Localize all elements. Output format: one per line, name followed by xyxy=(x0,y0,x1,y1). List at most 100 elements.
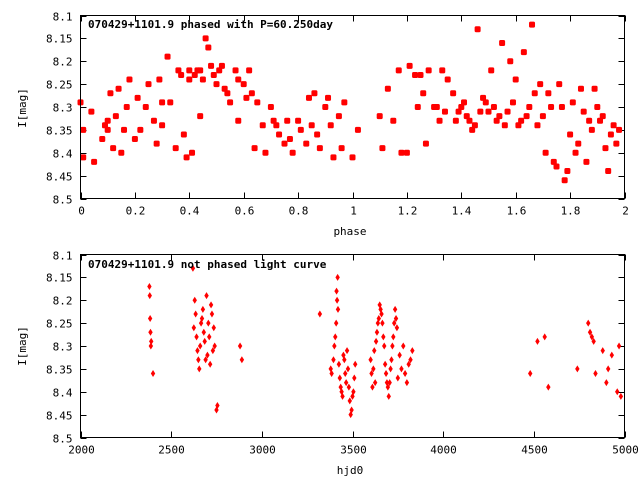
data-point xyxy=(607,131,614,138)
data-point xyxy=(480,94,487,101)
data-point xyxy=(384,85,391,92)
data-point xyxy=(209,310,215,318)
y-tick-label: 8.35 xyxy=(46,364,73,377)
data-point xyxy=(455,108,462,115)
data-point xyxy=(553,163,560,170)
data-point xyxy=(172,145,179,152)
data-point xyxy=(534,122,541,129)
data-point xyxy=(204,292,209,300)
data-point xyxy=(518,117,525,124)
y-axis-label: I[mag] xyxy=(16,88,29,128)
y-tick-label: 8.1 xyxy=(53,250,73,263)
plot-frame xyxy=(80,254,625,438)
data-point xyxy=(337,374,343,382)
x-tick-label: 3500 xyxy=(340,444,367,457)
data-point xyxy=(391,333,396,341)
data-point xyxy=(610,122,617,129)
data-point xyxy=(235,76,242,83)
data-point xyxy=(327,122,334,129)
data-point xyxy=(388,365,393,373)
data-point xyxy=(604,379,609,387)
data-point xyxy=(504,108,511,115)
data-point xyxy=(380,319,385,327)
x-tick-label: 2500 xyxy=(158,444,185,457)
x-tick-label: 4000 xyxy=(430,444,457,457)
data-point xyxy=(273,122,280,129)
data-point xyxy=(496,113,503,120)
data-point xyxy=(370,383,375,391)
data-point xyxy=(112,113,119,120)
data-point xyxy=(414,104,421,110)
data-point xyxy=(406,360,411,368)
data-point xyxy=(587,328,593,336)
data-point xyxy=(340,392,345,400)
data-point xyxy=(212,342,217,350)
data-point xyxy=(333,333,338,341)
data-point xyxy=(602,145,609,152)
data-point xyxy=(382,342,387,350)
data-point xyxy=(134,94,141,101)
data-point xyxy=(577,85,584,92)
data-point xyxy=(392,305,398,313)
data-point xyxy=(600,347,605,355)
data-point xyxy=(191,71,198,78)
data-point xyxy=(334,287,339,295)
data-point xyxy=(148,342,154,350)
data-point xyxy=(580,108,587,115)
data-point xyxy=(539,113,546,120)
data-point xyxy=(605,168,612,175)
data-point xyxy=(398,149,405,156)
data-point xyxy=(308,122,315,129)
data-point xyxy=(390,117,397,124)
data-point xyxy=(338,145,345,152)
data-point xyxy=(189,149,196,156)
data-point xyxy=(401,342,406,350)
data-point xyxy=(376,113,383,120)
data-point xyxy=(523,113,530,120)
data-point xyxy=(372,347,377,355)
y-tick-label: 8.45 xyxy=(46,171,73,184)
data-point xyxy=(344,347,350,355)
data-point xyxy=(469,126,476,133)
y-tick-label: 8.2 xyxy=(53,295,73,308)
data-points xyxy=(147,264,624,419)
y-tick-label: 8.3 xyxy=(53,341,73,354)
data-point xyxy=(369,369,374,377)
data-point xyxy=(395,374,401,382)
x-tick-label: 5000 xyxy=(612,444,639,457)
data-point xyxy=(205,351,210,359)
data-point xyxy=(373,337,379,345)
data-point xyxy=(575,140,582,147)
data-point xyxy=(150,369,156,377)
data-point xyxy=(512,76,519,83)
data-point xyxy=(197,342,203,350)
data-point xyxy=(232,67,239,74)
data-point xyxy=(208,301,214,309)
data-point xyxy=(336,360,342,368)
data-point xyxy=(194,333,199,341)
data-point xyxy=(175,67,182,74)
data-point xyxy=(499,39,506,46)
data-point xyxy=(402,369,408,377)
data-point xyxy=(567,131,574,138)
data-point xyxy=(343,369,348,377)
data-point xyxy=(528,369,533,377)
data-point xyxy=(382,360,388,368)
x-tick-label: 0.8 xyxy=(289,205,309,218)
data-point xyxy=(206,319,211,327)
data-point xyxy=(458,104,465,110)
data-point xyxy=(501,122,508,129)
data-point xyxy=(195,347,200,355)
data-point xyxy=(349,154,356,161)
data-point xyxy=(331,356,336,364)
data-point xyxy=(542,333,547,341)
data-point xyxy=(535,337,540,345)
data-point xyxy=(341,99,348,106)
data-point xyxy=(408,356,413,364)
data-point xyxy=(433,104,440,110)
data-point xyxy=(190,264,196,272)
data-point xyxy=(404,379,410,387)
data-points xyxy=(77,21,623,184)
phased-chart-panel: I[mag] phase 0 0.2 0.4 0.6 0.8 1 1.2 1.4 1.6 1.8 2… xyxy=(16,11,629,239)
